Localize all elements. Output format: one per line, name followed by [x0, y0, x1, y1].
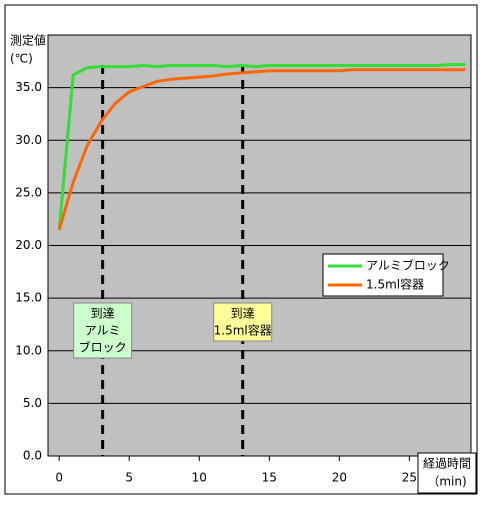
series-line	[57, 68, 466, 231]
annotation-box	[213, 302, 273, 342]
y-axis-title: 測定値	[10, 33, 46, 48]
y-tick-label: 10.0	[15, 343, 42, 357]
legend-label: アルミブロック	[366, 258, 450, 273]
y-tick-label: 25.0	[15, 185, 42, 199]
y-tick-label: 5.0	[23, 396, 42, 410]
x-title-box	[417, 452, 477, 494]
legend-box	[322, 253, 444, 297]
annotation-text: ブロック	[79, 340, 127, 355]
series-line	[57, 62, 466, 230]
x-tick-label: 25	[402, 471, 417, 485]
annotation-box	[73, 302, 133, 359]
annotation-text: アルミ	[85, 324, 121, 338]
x-tick-label: 0	[55, 471, 63, 485]
x-tick-label: 10	[192, 471, 207, 485]
x-tick-label: 15	[262, 471, 277, 485]
y-tick-label: 35.0	[15, 80, 42, 94]
x-tick-label: 5	[125, 471, 133, 485]
annotation-text: 1.5ml容器	[214, 323, 272, 338]
y-tick-label: 30.0	[15, 133, 42, 147]
x-axis-title: （min)	[427, 475, 466, 489]
legend-label: 1.5ml容器	[366, 277, 424, 292]
y-tick-label: 15.0	[15, 291, 42, 305]
annotation-text: 到達	[91, 307, 115, 321]
y-tick-label: 0.0	[23, 449, 42, 463]
x-axis-title: 経過時間	[423, 457, 471, 471]
x-tick-label: 20	[332, 471, 347, 485]
y-axis-title: (℃)	[10, 52, 33, 66]
y-tick-label: 20.0	[15, 238, 42, 252]
annotation-text: 到達	[231, 307, 255, 321]
